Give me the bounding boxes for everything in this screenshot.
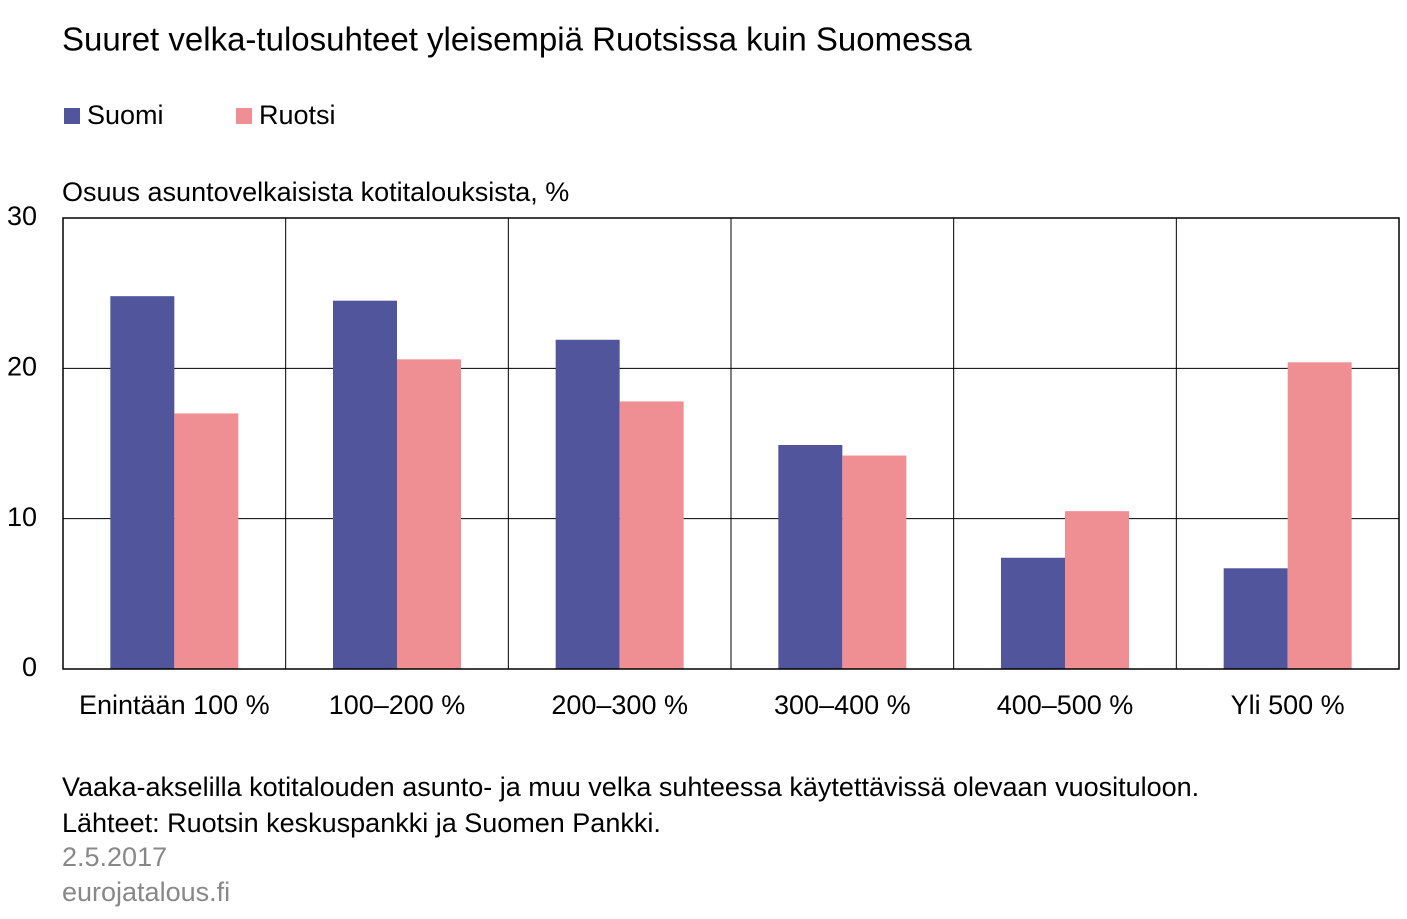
- x-tick-label: 400–500 %: [997, 690, 1134, 720]
- bar: [619, 401, 684, 669]
- x-tick-label: 200–300 %: [551, 690, 688, 720]
- bar: [1001, 557, 1065, 669]
- y-tick-label: 30: [7, 201, 37, 231]
- chart-title: Suuret velka-tulosuhteet yleisempiä Ruot…: [62, 21, 972, 58]
- bar: [1223, 568, 1288, 669]
- bar: [555, 339, 620, 669]
- legend-label: Ruotsi: [259, 100, 336, 130]
- x-tick-label: 100–200 %: [329, 690, 466, 720]
- y-axis-label: Osuus asuntovelkaisista kotitalouksista,…: [62, 177, 569, 207]
- bar: [397, 359, 461, 669]
- legend-swatch: [236, 108, 252, 124]
- note: Vaaka-akselilla kotitalouden asunto- ja …: [62, 772, 1199, 802]
- legend-swatch: [64, 108, 80, 124]
- y-tick-label: 0: [22, 652, 37, 682]
- date: 2.5.2017: [62, 842, 167, 872]
- bar: [1065, 511, 1129, 669]
- bar: [842, 455, 907, 669]
- x-tick-label: Yli 500 %: [1231, 690, 1345, 720]
- legend-label: Suomi: [87, 100, 164, 130]
- note: Lähteet: Ruotsin keskuspankki ja Suomen …: [62, 808, 661, 838]
- plot-frame: [62, 217, 1400, 670]
- y-tick-label: 10: [7, 502, 37, 532]
- bar: [174, 413, 239, 669]
- x-tick-label: 300–400 %: [774, 690, 911, 720]
- bar: [333, 300, 397, 669]
- source: eurojatalous.fi: [62, 877, 230, 907]
- bar: [1287, 362, 1352, 669]
- x-tick-label: Enintään 100 %: [79, 690, 270, 720]
- y-tick-label: 20: [7, 351, 37, 381]
- bar: [110, 296, 175, 669]
- bar: [778, 445, 843, 669]
